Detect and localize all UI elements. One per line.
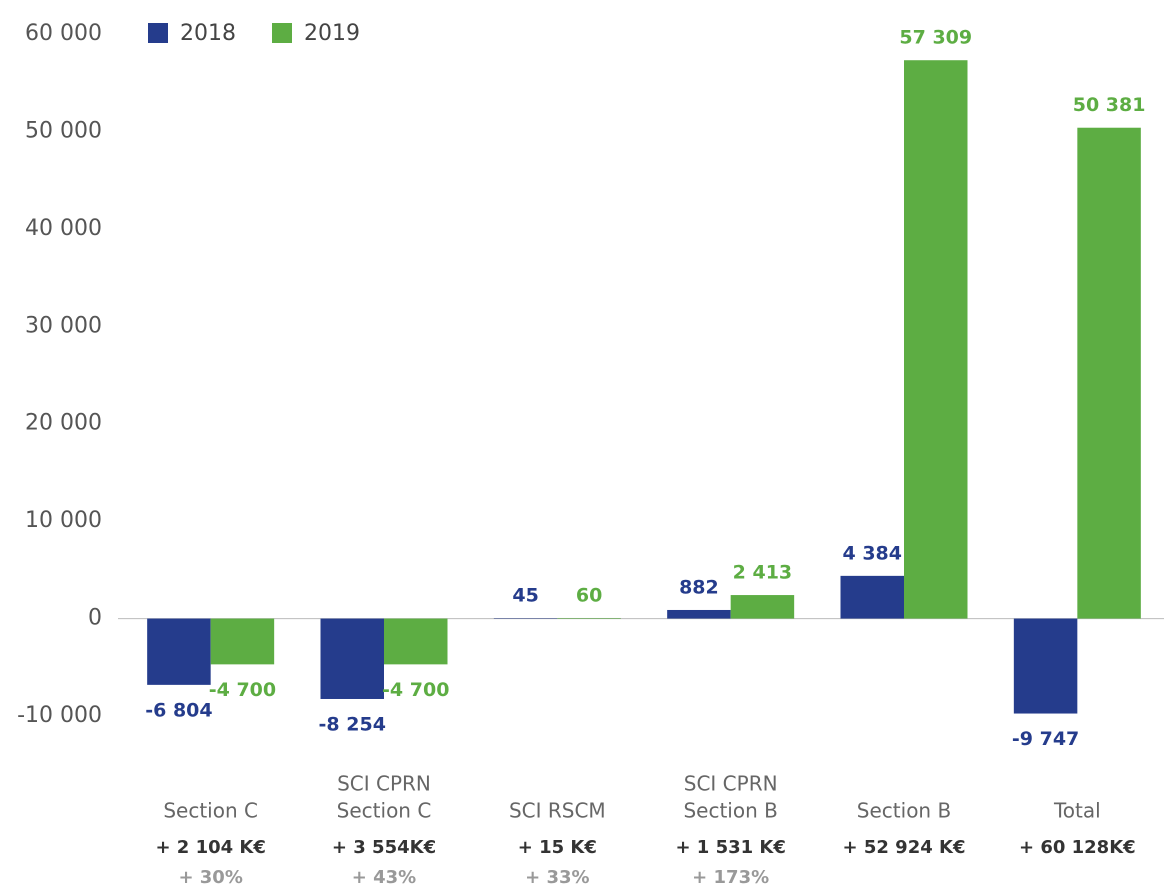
- bar: [667, 609, 731, 619]
- value-label: 57 309: [899, 27, 972, 49]
- value-label: -4 700: [382, 679, 449, 701]
- value-label: -9 747: [1012, 728, 1079, 750]
- change-percent: + 173%: [692, 867, 769, 887]
- value-label: 2 413: [733, 562, 793, 584]
- change-label: + 3 554K€: [332, 837, 436, 858]
- value-label: -6 804: [145, 699, 212, 721]
- bar: [904, 60, 968, 619]
- bar: [557, 617, 621, 619]
- x-tick-label: Total: [1053, 799, 1101, 823]
- change-percent: + 30%: [178, 867, 242, 887]
- x-tick-label: SCI CPRN: [337, 772, 431, 796]
- y-tick-label: -10 000: [17, 703, 102, 728]
- bar: [1013, 618, 1078, 714]
- change-label: + 1 531 K€: [675, 837, 785, 858]
- change-label: + 52 924 K€: [843, 837, 966, 858]
- bar: [730, 595, 795, 619]
- bar: [320, 618, 384, 699]
- change-percent: + 43%: [352, 867, 416, 887]
- y-tick-label: 0: [88, 606, 102, 631]
- y-tick-label: 30 000: [25, 313, 102, 338]
- bar: [210, 618, 275, 665]
- bar: [384, 618, 448, 665]
- value-label: 45: [512, 585, 538, 607]
- change-label: + 2 104 K€: [155, 837, 265, 858]
- x-tick-label: SCI CPRN: [684, 772, 778, 796]
- value-label: 882: [679, 576, 719, 598]
- value-label: 4 384: [843, 542, 903, 564]
- legend-swatch: [148, 23, 168, 43]
- bar: [1077, 127, 1141, 619]
- value-label: -8 254: [319, 713, 386, 735]
- x-tick-label: SCI RSCM: [509, 799, 606, 823]
- y-tick-label: 50 000: [25, 118, 102, 143]
- x-tick-label: Section C: [163, 799, 258, 823]
- change-percent: + 33%: [525, 867, 589, 887]
- legend-label: 2019: [304, 21, 360, 46]
- bar: [147, 618, 211, 685]
- legend-label: 2018: [180, 21, 236, 46]
- y-tick-label: 10 000: [25, 508, 102, 533]
- y-tick-label: 60 000: [25, 21, 102, 46]
- bar: [840, 575, 904, 619]
- x-tick-label: Section C: [337, 799, 432, 823]
- x-tick-label: Section B: [857, 799, 951, 823]
- y-tick-label: 20 000: [25, 411, 102, 436]
- y-tick-label: 40 000: [25, 216, 102, 241]
- change-label: + 60 128K€: [1019, 837, 1136, 858]
- value-label: 50 381: [1073, 94, 1146, 116]
- legend-swatch: [272, 23, 292, 43]
- change-label: + 15 K€: [518, 837, 597, 858]
- value-label: 60: [576, 584, 602, 606]
- x-tick-label: Section B: [683, 799, 777, 823]
- value-label: -4 700: [209, 679, 276, 701]
